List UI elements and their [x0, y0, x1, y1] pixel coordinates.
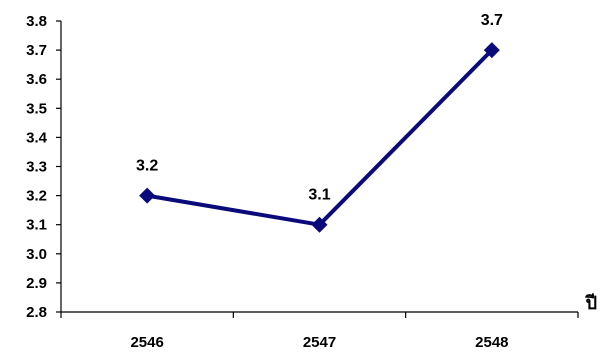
y-tick-label: 3.8	[26, 13, 47, 30]
y-tick-label: 3.4	[26, 129, 48, 146]
x-tick-label: 2546	[130, 334, 163, 351]
data-labels: 3.2 3.1 3.7	[136, 12, 503, 204]
data-point-marker	[483, 42, 500, 59]
y-axis: 2.8 2.9 3.0 3.1 3.2 3.3 3.4 3.5 3.6 3.7 3.8	[26, 13, 62, 321]
data-label: 3.2	[136, 158, 158, 175]
x-tick-label: 2548	[475, 334, 508, 351]
y-tick-label: 3.6	[26, 71, 47, 88]
y-tick-label: 2.9	[26, 275, 47, 292]
data-point-marker	[311, 216, 328, 233]
y-tick-label: 3.2	[26, 188, 47, 205]
data-label: 3.1	[308, 187, 330, 204]
x-tick-label: 2547	[303, 334, 336, 351]
data-point-marker	[139, 187, 156, 204]
y-tick-label: 2.8	[26, 304, 47, 321]
y-tick-label: 3.1	[26, 217, 47, 234]
y-tick-label: 3.7	[26, 42, 47, 59]
series-group	[139, 42, 500, 233]
y-tick-label: 3.3	[26, 159, 47, 176]
y-tick-label: 3.0	[26, 246, 47, 263]
x-axis: 2546 2547 2548	[60, 311, 579, 351]
data-label: 3.7	[481, 12, 503, 29]
x-axis-title: ปี	[584, 293, 597, 313]
y-tick-label: 3.5	[26, 100, 47, 117]
